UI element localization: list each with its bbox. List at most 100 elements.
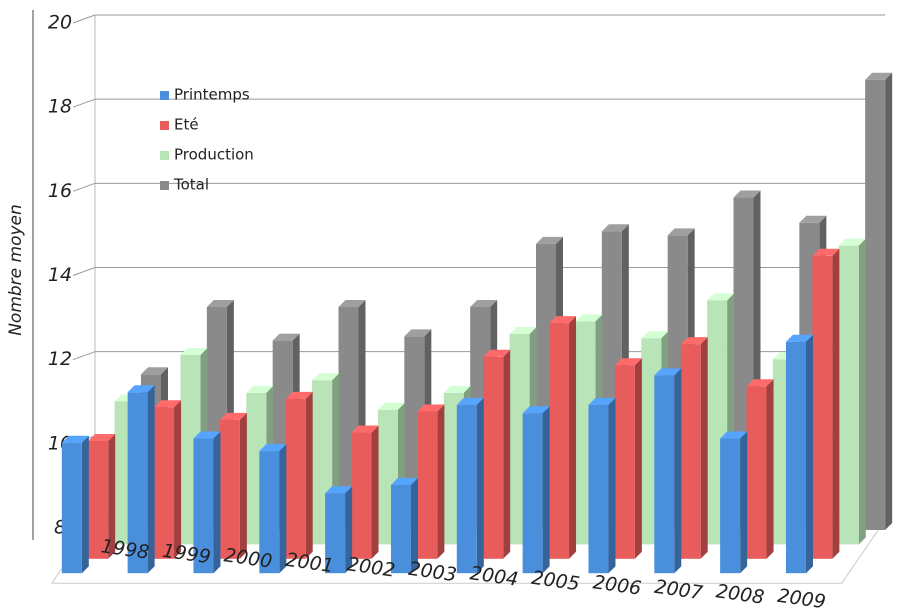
bar-side bbox=[305, 391, 313, 559]
bar-side bbox=[174, 400, 182, 559]
legend-swatch bbox=[160, 181, 169, 190]
x-tick-label: 2007 bbox=[653, 576, 704, 605]
bar bbox=[812, 248, 840, 559]
grid-slant bbox=[72, 267, 96, 276]
bar-front bbox=[549, 323, 570, 559]
bar bbox=[483, 349, 511, 559]
y-tick-label: 14 bbox=[48, 264, 72, 286]
bar-front bbox=[785, 341, 806, 574]
bar bbox=[456, 397, 484, 574]
legend-label: Total bbox=[173, 176, 209, 194]
x-tick-label: 2006 bbox=[592, 571, 643, 600]
bar-top bbox=[312, 373, 340, 381]
bar-top bbox=[180, 348, 208, 356]
bar-side bbox=[147, 385, 155, 574]
bar bbox=[720, 431, 748, 574]
bar bbox=[654, 368, 682, 574]
bar-side bbox=[410, 477, 418, 574]
bar bbox=[865, 72, 893, 530]
bar-front bbox=[456, 404, 477, 574]
y-tick-label: 16 bbox=[48, 180, 72, 202]
bar-front bbox=[812, 255, 833, 559]
bar-top bbox=[483, 349, 511, 357]
bar-side bbox=[542, 406, 550, 574]
bar bbox=[680, 337, 708, 559]
bar-top bbox=[667, 228, 695, 236]
bar-top bbox=[720, 431, 748, 439]
bar-side bbox=[345, 486, 353, 574]
bar bbox=[614, 358, 642, 559]
bar-side bbox=[239, 412, 247, 559]
bar-top bbox=[206, 299, 234, 307]
bar-top bbox=[417, 404, 445, 412]
bar-side bbox=[885, 72, 893, 530]
bar-top bbox=[219, 412, 247, 420]
bar-front bbox=[193, 438, 214, 574]
bar-side bbox=[674, 368, 682, 574]
bar bbox=[417, 404, 445, 559]
bar-top bbox=[377, 402, 405, 410]
x-tick-label: 2005 bbox=[530, 567, 581, 596]
bar-top bbox=[246, 385, 274, 393]
bar-side bbox=[858, 238, 866, 545]
bar bbox=[325, 486, 353, 574]
legend-swatch bbox=[160, 91, 169, 100]
bar-top bbox=[259, 444, 287, 452]
bar-top bbox=[193, 431, 221, 439]
bar-top bbox=[390, 477, 418, 485]
bar-side bbox=[832, 248, 840, 559]
bar-side bbox=[108, 433, 116, 559]
bar-front bbox=[680, 344, 701, 559]
legend-label: Printemps bbox=[174, 86, 250, 104]
bar-top bbox=[812, 248, 840, 256]
bar-top bbox=[456, 397, 484, 405]
bar-front bbox=[88, 440, 109, 559]
bar-top bbox=[127, 385, 155, 393]
y-tick-label: 12 bbox=[48, 348, 72, 370]
bar-side bbox=[213, 431, 221, 574]
bar-front bbox=[219, 419, 240, 559]
bar-top bbox=[141, 367, 168, 375]
bar bbox=[219, 412, 247, 559]
bar bbox=[193, 431, 221, 574]
bar bbox=[351, 425, 379, 559]
bar-top bbox=[536, 236, 563, 244]
bar-side bbox=[476, 397, 484, 574]
bar bbox=[285, 391, 313, 559]
bar-side bbox=[700, 337, 708, 559]
bar-top bbox=[154, 400, 182, 408]
x-tick-label: 2004 bbox=[469, 562, 520, 591]
y-tick-label: 18 bbox=[48, 96, 72, 118]
bar-front bbox=[614, 365, 635, 559]
grid-slant bbox=[72, 14, 96, 24]
bar-top bbox=[522, 406, 550, 414]
bar-top bbox=[325, 486, 353, 494]
bar bbox=[746, 379, 774, 559]
bar-front bbox=[865, 79, 886, 530]
bar-top bbox=[680, 337, 708, 345]
bar-top bbox=[88, 433, 116, 441]
bar-front bbox=[351, 432, 372, 559]
bar-top bbox=[601, 224, 629, 232]
bar-front bbox=[522, 413, 543, 574]
bar-side bbox=[81, 435, 89, 574]
bar-top bbox=[707, 293, 735, 301]
bar-front bbox=[61, 442, 82, 574]
bar-side bbox=[766, 379, 774, 559]
bar-top bbox=[470, 299, 498, 307]
legend-label: Production bbox=[174, 146, 254, 164]
bar-front bbox=[325, 493, 346, 574]
bar bbox=[259, 444, 287, 574]
bar-top bbox=[799, 215, 827, 223]
bar bbox=[61, 435, 89, 574]
bar-top bbox=[865, 72, 893, 80]
bar-top bbox=[404, 329, 432, 337]
bar-front bbox=[838, 245, 859, 545]
bar-front bbox=[259, 451, 280, 574]
x-tick-label: 2008 bbox=[715, 580, 766, 609]
bar-side bbox=[805, 334, 813, 574]
bar-top bbox=[575, 314, 603, 322]
legend-swatch bbox=[160, 121, 169, 130]
